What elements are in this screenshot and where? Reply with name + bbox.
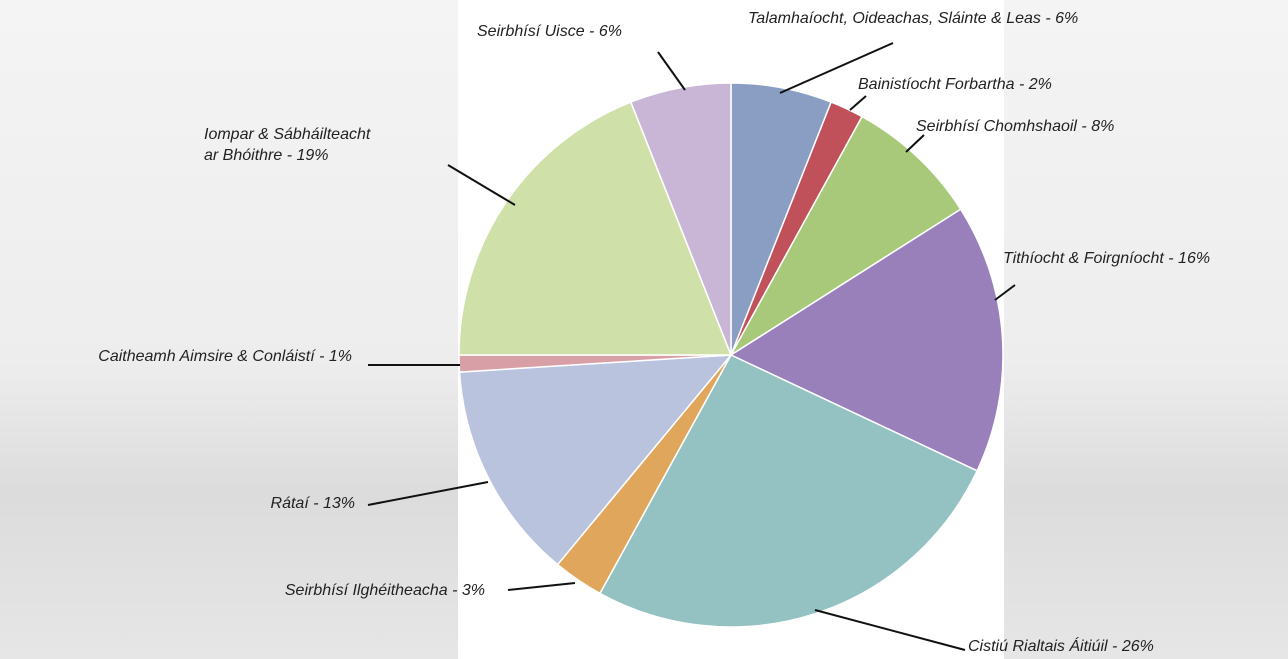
leader-line (508, 583, 575, 590)
slice-label: Seirbhísí Ilghéitheacha - 3% (285, 580, 485, 601)
slice-label: Seirbhísí Uisce - 6% (477, 21, 622, 42)
slice-label: Seirbhísí Chomhshaoil - 8% (916, 116, 1114, 137)
leader-line (815, 610, 965, 650)
chart (0, 0, 1288, 659)
leader-line (850, 96, 866, 110)
slice-label: Caitheamh Aimsire & Conláistí - 1% (98, 346, 352, 367)
page: Talamhaíocht, Oideachas, Sláinte & Leas … (0, 0, 1288, 659)
leader-line (906, 135, 924, 152)
slice-label: Cistiú Rialtais Áitiúil - 26% (968, 636, 1154, 657)
slice-label: Talamhaíocht, Oideachas, Sláinte & Leas … (748, 8, 1078, 29)
leader-line (448, 165, 515, 205)
leader-line (995, 285, 1015, 300)
slice-label: Iompar & Sábháilteacht ar Bhóithre - 19% (204, 124, 370, 166)
slice-label: Tithíocht & Foirgníocht - 16% (1003, 248, 1210, 269)
slice-label: Bainistíocht Forbartha - 2% (858, 74, 1052, 95)
leader-line (658, 52, 685, 90)
leader-line (368, 482, 488, 505)
slice-label: Rátaí - 13% (271, 493, 355, 514)
